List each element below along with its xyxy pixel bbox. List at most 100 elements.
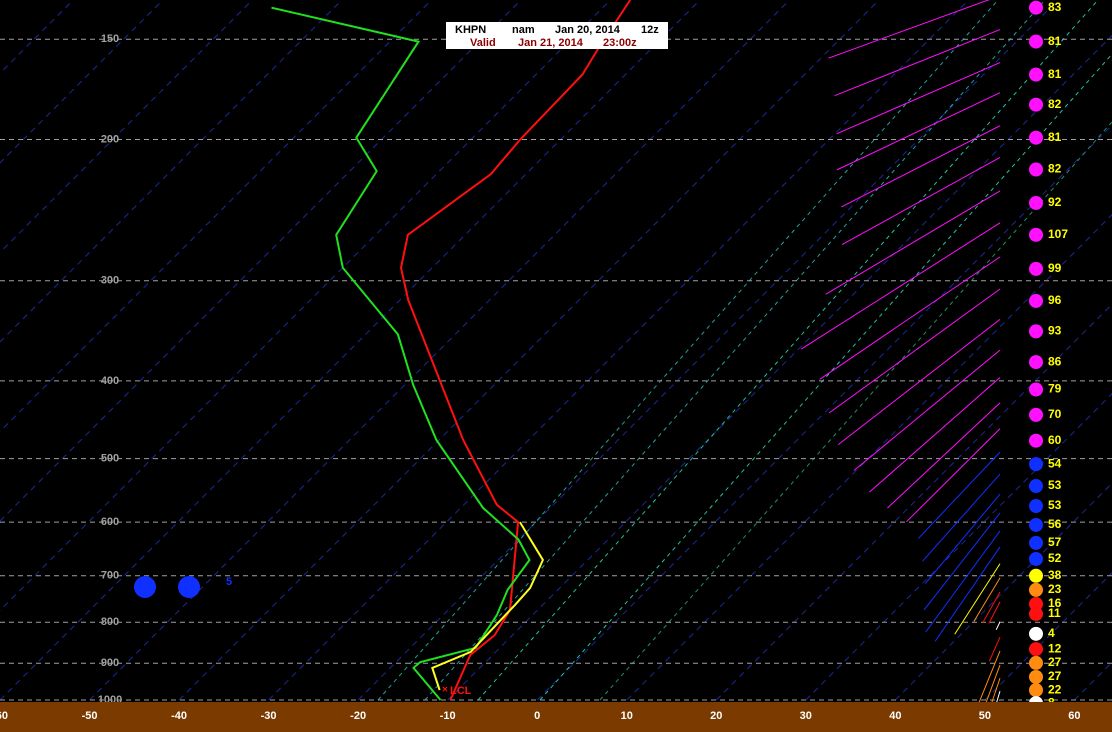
left-marker	[178, 576, 200, 598]
wind-dot	[1029, 293, 1043, 308]
sounding-line	[431, 521, 545, 691]
wind-speed-label: 83	[1048, 0, 1062, 14]
wind-dot	[1029, 499, 1043, 514]
wind-barb	[988, 636, 1001, 662]
run-cycle: 12z	[641, 24, 659, 36]
wind-dot	[1029, 479, 1043, 494]
y-tick-label: 500	[101, 453, 119, 465]
lcl-label: LCL	[450, 685, 472, 697]
run-date: Jan 20, 2014	[555, 24, 621, 36]
wind-dot	[1029, 582, 1043, 597]
valid-word: Valid	[470, 37, 496, 49]
x-tick-label: 20	[710, 710, 722, 722]
wind-barb	[828, 0, 990, 59]
y-tick-label: 800	[101, 616, 119, 628]
wind-dot	[1029, 195, 1043, 210]
wind-dot	[1029, 568, 1043, 583]
wind-barb	[836, 62, 1001, 135]
wind-barb	[841, 125, 1001, 208]
x-tick-label: 60	[1068, 710, 1080, 722]
wind-speed-label: 52	[1048, 551, 1062, 565]
header-background	[446, 22, 668, 49]
x-axis: -60 -50 -40 -30 -20 -10 0 10 20 30 40 50 60	[0, 710, 1081, 722]
plot: × LCL 83 81 81 82 81 82 92 107 99 96 93 86 79 70 60 54 53 5…	[271, 0, 1068, 732]
wind-barb	[828, 288, 1001, 414]
wind-dot	[1029, 683, 1043, 698]
wind-barb	[837, 318, 1001, 446]
left-marker	[134, 576, 156, 598]
sounding-line	[399, 0, 632, 701]
mixing-ratio-line	[599, 121, 1112, 701]
wind-speed-label: 27	[1048, 669, 1062, 683]
wind-barb	[836, 92, 1001, 171]
wind-barb	[887, 402, 1001, 509]
wind-barb	[853, 349, 1001, 471]
mixing-ratio-line	[539, 53, 1112, 701]
lcl-cross: ×	[442, 685, 448, 696]
wind-speed-label: 81	[1048, 67, 1062, 81]
wind-dot	[1029, 517, 1043, 532]
wind-speed-label: 81	[1048, 34, 1062, 48]
header-box: KHPN nam Jan 20, 2014 12z Valid Jan 21, …	[446, 22, 668, 49]
wind-dot	[1029, 227, 1043, 242]
x-tick-label: 30	[800, 710, 812, 722]
wind-speed-label: 54	[1048, 456, 1062, 470]
wind-barb	[841, 157, 1001, 246]
wind-barb	[924, 493, 1001, 584]
x-tick-label: 40	[889, 710, 901, 722]
wind-dot	[1029, 261, 1043, 276]
wind-barb	[825, 190, 1001, 295]
y-tick-label: 900	[101, 657, 119, 669]
wind-dot	[1029, 457, 1043, 472]
x-tick-label: -10	[440, 710, 456, 722]
x-tick-label: -30	[261, 710, 277, 722]
wind-speed-label: 22	[1048, 682, 1062, 696]
wind-barb	[869, 377, 1001, 493]
y-tick-label: 700	[101, 570, 119, 582]
marker-label: 5	[226, 576, 232, 588]
wind-speed-label: 79	[1048, 382, 1062, 396]
wind-speed-label: 56	[1048, 517, 1062, 531]
wind-speed-label: 92	[1048, 195, 1062, 209]
wind-barb	[982, 591, 1001, 623]
wind-barb	[925, 530, 1001, 633]
wind-barb	[801, 222, 1001, 350]
wind-dot	[1029, 606, 1043, 621]
wind-dot	[1029, 551, 1043, 566]
wind-speed-label: 86	[1048, 354, 1062, 368]
wind-barb	[988, 601, 1001, 624]
wind-speed-label: 53	[1048, 498, 1062, 512]
wind-barb	[922, 473, 1001, 562]
wind-speed-label: 38	[1048, 568, 1062, 582]
station: KHPN	[455, 24, 486, 36]
y-tick-label: 300	[101, 275, 119, 287]
x-tick-label: -40	[171, 710, 187, 722]
wind-speed-label: 57	[1048, 535, 1062, 549]
wind-barb	[918, 451, 1001, 539]
y-tick-label: 400	[101, 375, 119, 387]
wind-speed-label: 81	[1048, 130, 1062, 144]
mixing-ratio-line	[477, 0, 1099, 701]
wind-dot	[1029, 355, 1043, 370]
x-axis-strip	[0, 702, 1112, 732]
wind-speed-label: 11	[1048, 606, 1061, 620]
wind-dot	[1029, 626, 1043, 641]
wind-speed-label: 53	[1048, 478, 1062, 492]
wind-dot	[1029, 642, 1043, 657]
y-tick-label: 200	[101, 133, 119, 145]
model: nam	[512, 24, 535, 36]
wind-dot	[1029, 162, 1043, 177]
wind-dot	[1029, 596, 1043, 611]
x-tick-label: -50	[82, 710, 98, 722]
wind-dot	[1029, 407, 1043, 422]
wind-dot	[1029, 535, 1043, 550]
valid-date: Jan 21, 2014	[518, 37, 584, 49]
wind-barb	[995, 621, 1001, 630]
wind-dot	[1029, 655, 1043, 670]
x-tick-label: -60	[0, 710, 8, 722]
wind-speed-label: 12	[1048, 641, 1062, 655]
y-tick-label: 150	[101, 33, 119, 45]
wind-dot	[1029, 0, 1043, 15]
